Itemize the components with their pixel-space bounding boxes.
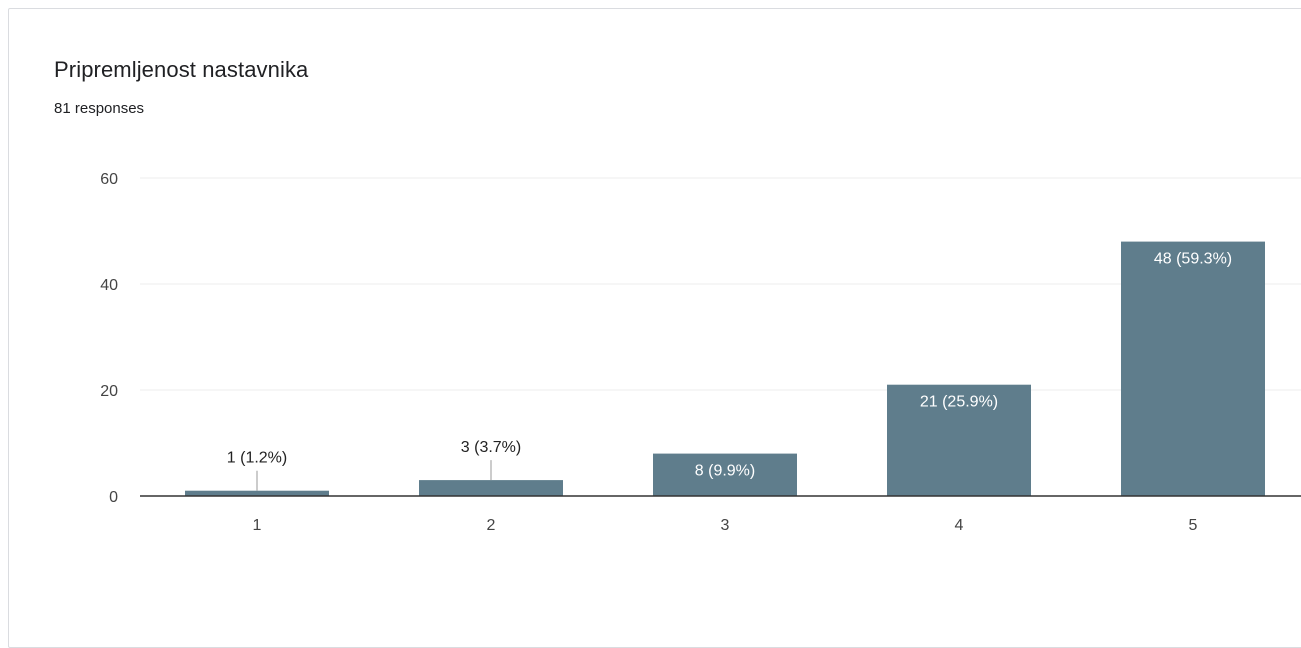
- data-label-5: 48 (59.3%): [1154, 251, 1232, 268]
- bar-2: [419, 480, 563, 496]
- data-label-1: 1 (1.2%): [227, 450, 287, 467]
- x-tick-label-1: 1: [253, 517, 262, 534]
- y-tick-label-40: 40: [100, 277, 118, 294]
- bar-1: [185, 490, 329, 496]
- question-card: [8, 8, 1301, 648]
- y-tick-label-20: 20: [100, 383, 118, 400]
- axes: 0 20 40 60 1 2 3 4 5: [100, 171, 1301, 534]
- y-tick-label-0: 0: [109, 489, 118, 506]
- bar-4: [887, 384, 1031, 496]
- data-label-2: 3 (3.7%): [461, 439, 521, 456]
- question-title: Pripremljenost nastavnika: [54, 57, 309, 82]
- bar-3: [653, 453, 797, 496]
- x-tick-label-3: 3: [721, 517, 730, 534]
- x-tick-label-5: 5: [1189, 517, 1198, 534]
- data-label-3: 8 (9.9%): [695, 463, 755, 480]
- x-tick-label-4: 4: [955, 517, 964, 534]
- data-labels: 1 (1.2%) 3 (3.7%) 8 (9.9%) 21 (25.9%) 48 (59…: [227, 251, 1232, 491]
- response-count: 81 responses: [54, 100, 145, 117]
- bars: [185, 241, 1265, 496]
- data-label-4: 21 (25.9%): [920, 394, 998, 411]
- bar-5: [1121, 241, 1265, 496]
- y-tick-label-60: 60: [100, 171, 118, 188]
- x-tick-label-2: 2: [487, 517, 496, 534]
- bar-chart: 0 20 40 60 1 2 3 4 5 1 (1.2%) 3 (3.7%) 8 (9.9%) 21 …: [100, 171, 1301, 534]
